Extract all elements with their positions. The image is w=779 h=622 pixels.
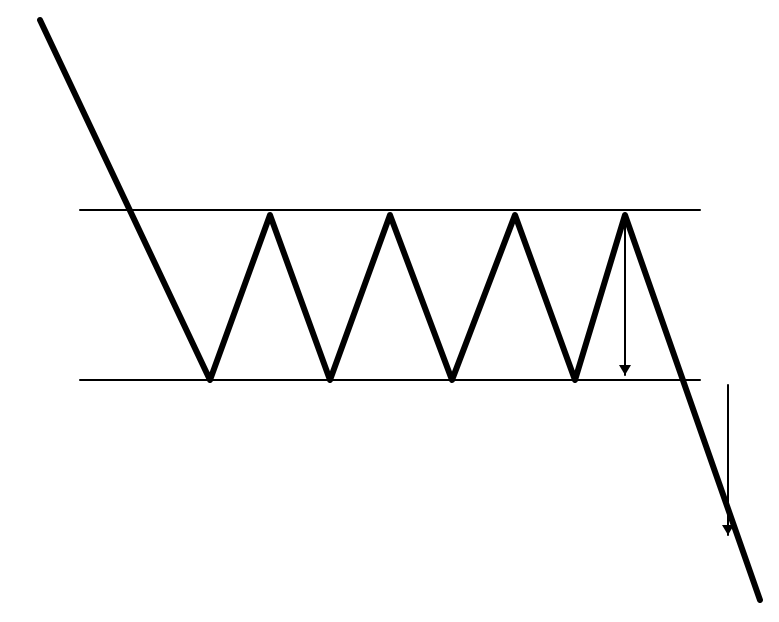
price-path: [40, 20, 760, 600]
rectangle-pattern-diagram: [0, 0, 779, 622]
channel-height-arrow-head: [619, 365, 631, 375]
target-projection-arrow-head: [722, 525, 734, 535]
channel-height-arrow: [619, 218, 631, 375]
